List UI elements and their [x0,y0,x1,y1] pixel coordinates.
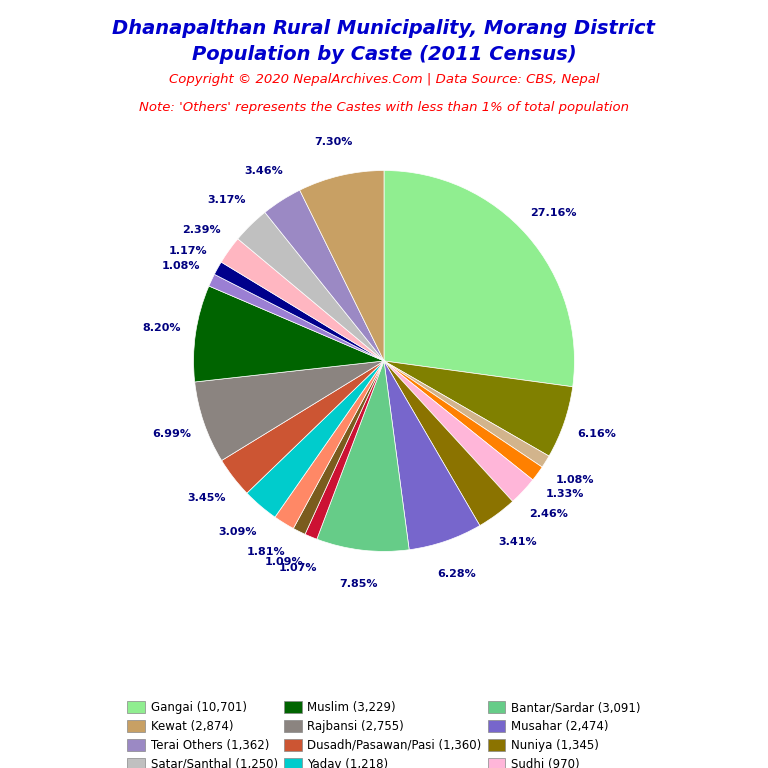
Wedge shape [384,170,574,387]
Wedge shape [221,239,384,361]
Text: 3.45%: 3.45% [187,494,226,504]
Wedge shape [293,361,384,535]
Wedge shape [384,361,573,456]
Wedge shape [222,361,384,493]
Text: Copyright © 2020 NepalArchives.Com | Data Source: CBS, Nepal: Copyright © 2020 NepalArchives.Com | Dat… [169,73,599,86]
Wedge shape [195,361,384,461]
Text: 2.46%: 2.46% [528,509,568,519]
Wedge shape [214,262,384,361]
Text: 6.16%: 6.16% [578,429,616,439]
Text: 3.09%: 3.09% [219,527,257,537]
Wedge shape [265,190,384,361]
Text: 3.17%: 3.17% [207,195,246,206]
Wedge shape [384,361,513,525]
Wedge shape [194,286,384,382]
Text: 8.20%: 8.20% [142,323,181,333]
Text: 7.85%: 7.85% [339,579,378,589]
Text: Population by Caste (2011 Census): Population by Caste (2011 Census) [192,45,576,64]
Wedge shape [209,274,384,361]
Text: Dhanapalthan Rural Municipality, Morang District: Dhanapalthan Rural Municipality, Morang … [112,19,656,38]
Text: 3.46%: 3.46% [244,167,283,177]
Text: 1.17%: 1.17% [168,247,207,257]
Text: Note: 'Others' represents the Castes with less than 1% of total population: Note: 'Others' represents the Castes wit… [139,101,629,114]
Text: 2.39%: 2.39% [182,225,220,235]
Text: 3.41%: 3.41% [498,537,537,547]
Wedge shape [384,361,549,467]
Legend: Gangai (10,701), Kewat (2,874), Terai Others (1,362), Satar/Santhal (1,250), Mal: Gangai (10,701), Kewat (2,874), Terai Ot… [124,697,644,768]
Wedge shape [384,361,533,502]
Text: 1.09%: 1.09% [264,557,303,567]
Wedge shape [300,170,384,361]
Text: 1.08%: 1.08% [161,260,200,270]
Text: 6.99%: 6.99% [152,429,191,439]
Wedge shape [317,361,409,551]
Text: 1.08%: 1.08% [555,475,594,485]
Text: 1.81%: 1.81% [247,548,285,558]
Wedge shape [384,361,480,550]
Text: 1.07%: 1.07% [279,564,317,574]
Text: 6.28%: 6.28% [438,568,476,578]
Text: 27.16%: 27.16% [530,208,577,218]
Text: 1.33%: 1.33% [546,489,584,499]
Wedge shape [238,212,384,361]
Wedge shape [275,361,384,528]
Wedge shape [384,361,542,480]
Wedge shape [247,361,384,517]
Text: 7.30%: 7.30% [314,137,352,147]
Wedge shape [305,361,384,539]
